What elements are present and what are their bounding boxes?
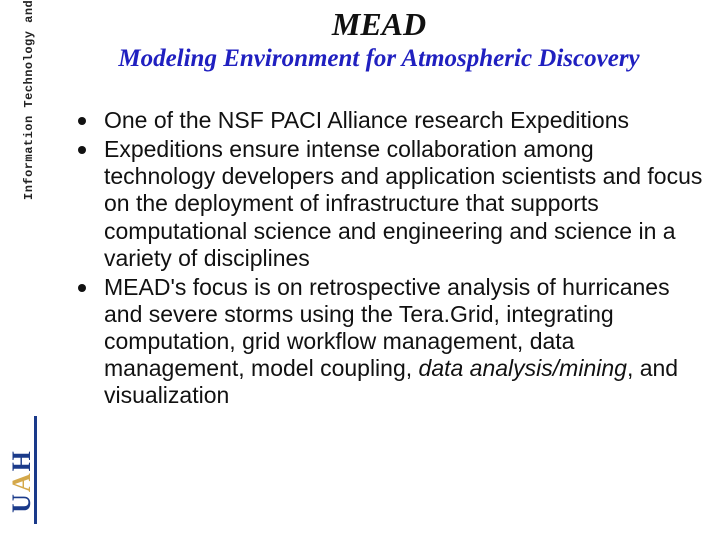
slide-title: MEAD <box>54 6 704 43</box>
slide-content: MEAD Modeling Environment for Atmospheri… <box>54 0 714 540</box>
logo-letters: UAH <box>7 449 37 513</box>
bullet-text: Expeditions ensure intense collaboration… <box>104 136 702 271</box>
sidebar-vertical-label: Information Technology and Systems Cente… <box>22 0 36 200</box>
logo-letter-h: H <box>7 449 36 471</box>
list-item: One of the NSF PACI Alliance research Ex… <box>78 107 704 134</box>
bullet-list: One of the NSF PACI Alliance research Ex… <box>54 107 704 409</box>
list-item: Expeditions ensure intense collaboration… <box>78 136 704 272</box>
bullet-text-emph: data analysis/mining <box>419 355 627 381</box>
sidebar: Information Technology and Systems Cente… <box>0 0 44 540</box>
bullet-text: One of the NSF PACI Alliance research Ex… <box>104 107 629 133</box>
logo-letter-u: U <box>7 492 36 513</box>
uah-logo: UAH <box>2 420 42 530</box>
slide-subtitle: Modeling Environment for Atmospheric Dis… <box>54 45 704 73</box>
list-item: MEAD's focus is on retrospective analysi… <box>78 274 704 410</box>
logo-letter-a: A <box>7 471 36 492</box>
